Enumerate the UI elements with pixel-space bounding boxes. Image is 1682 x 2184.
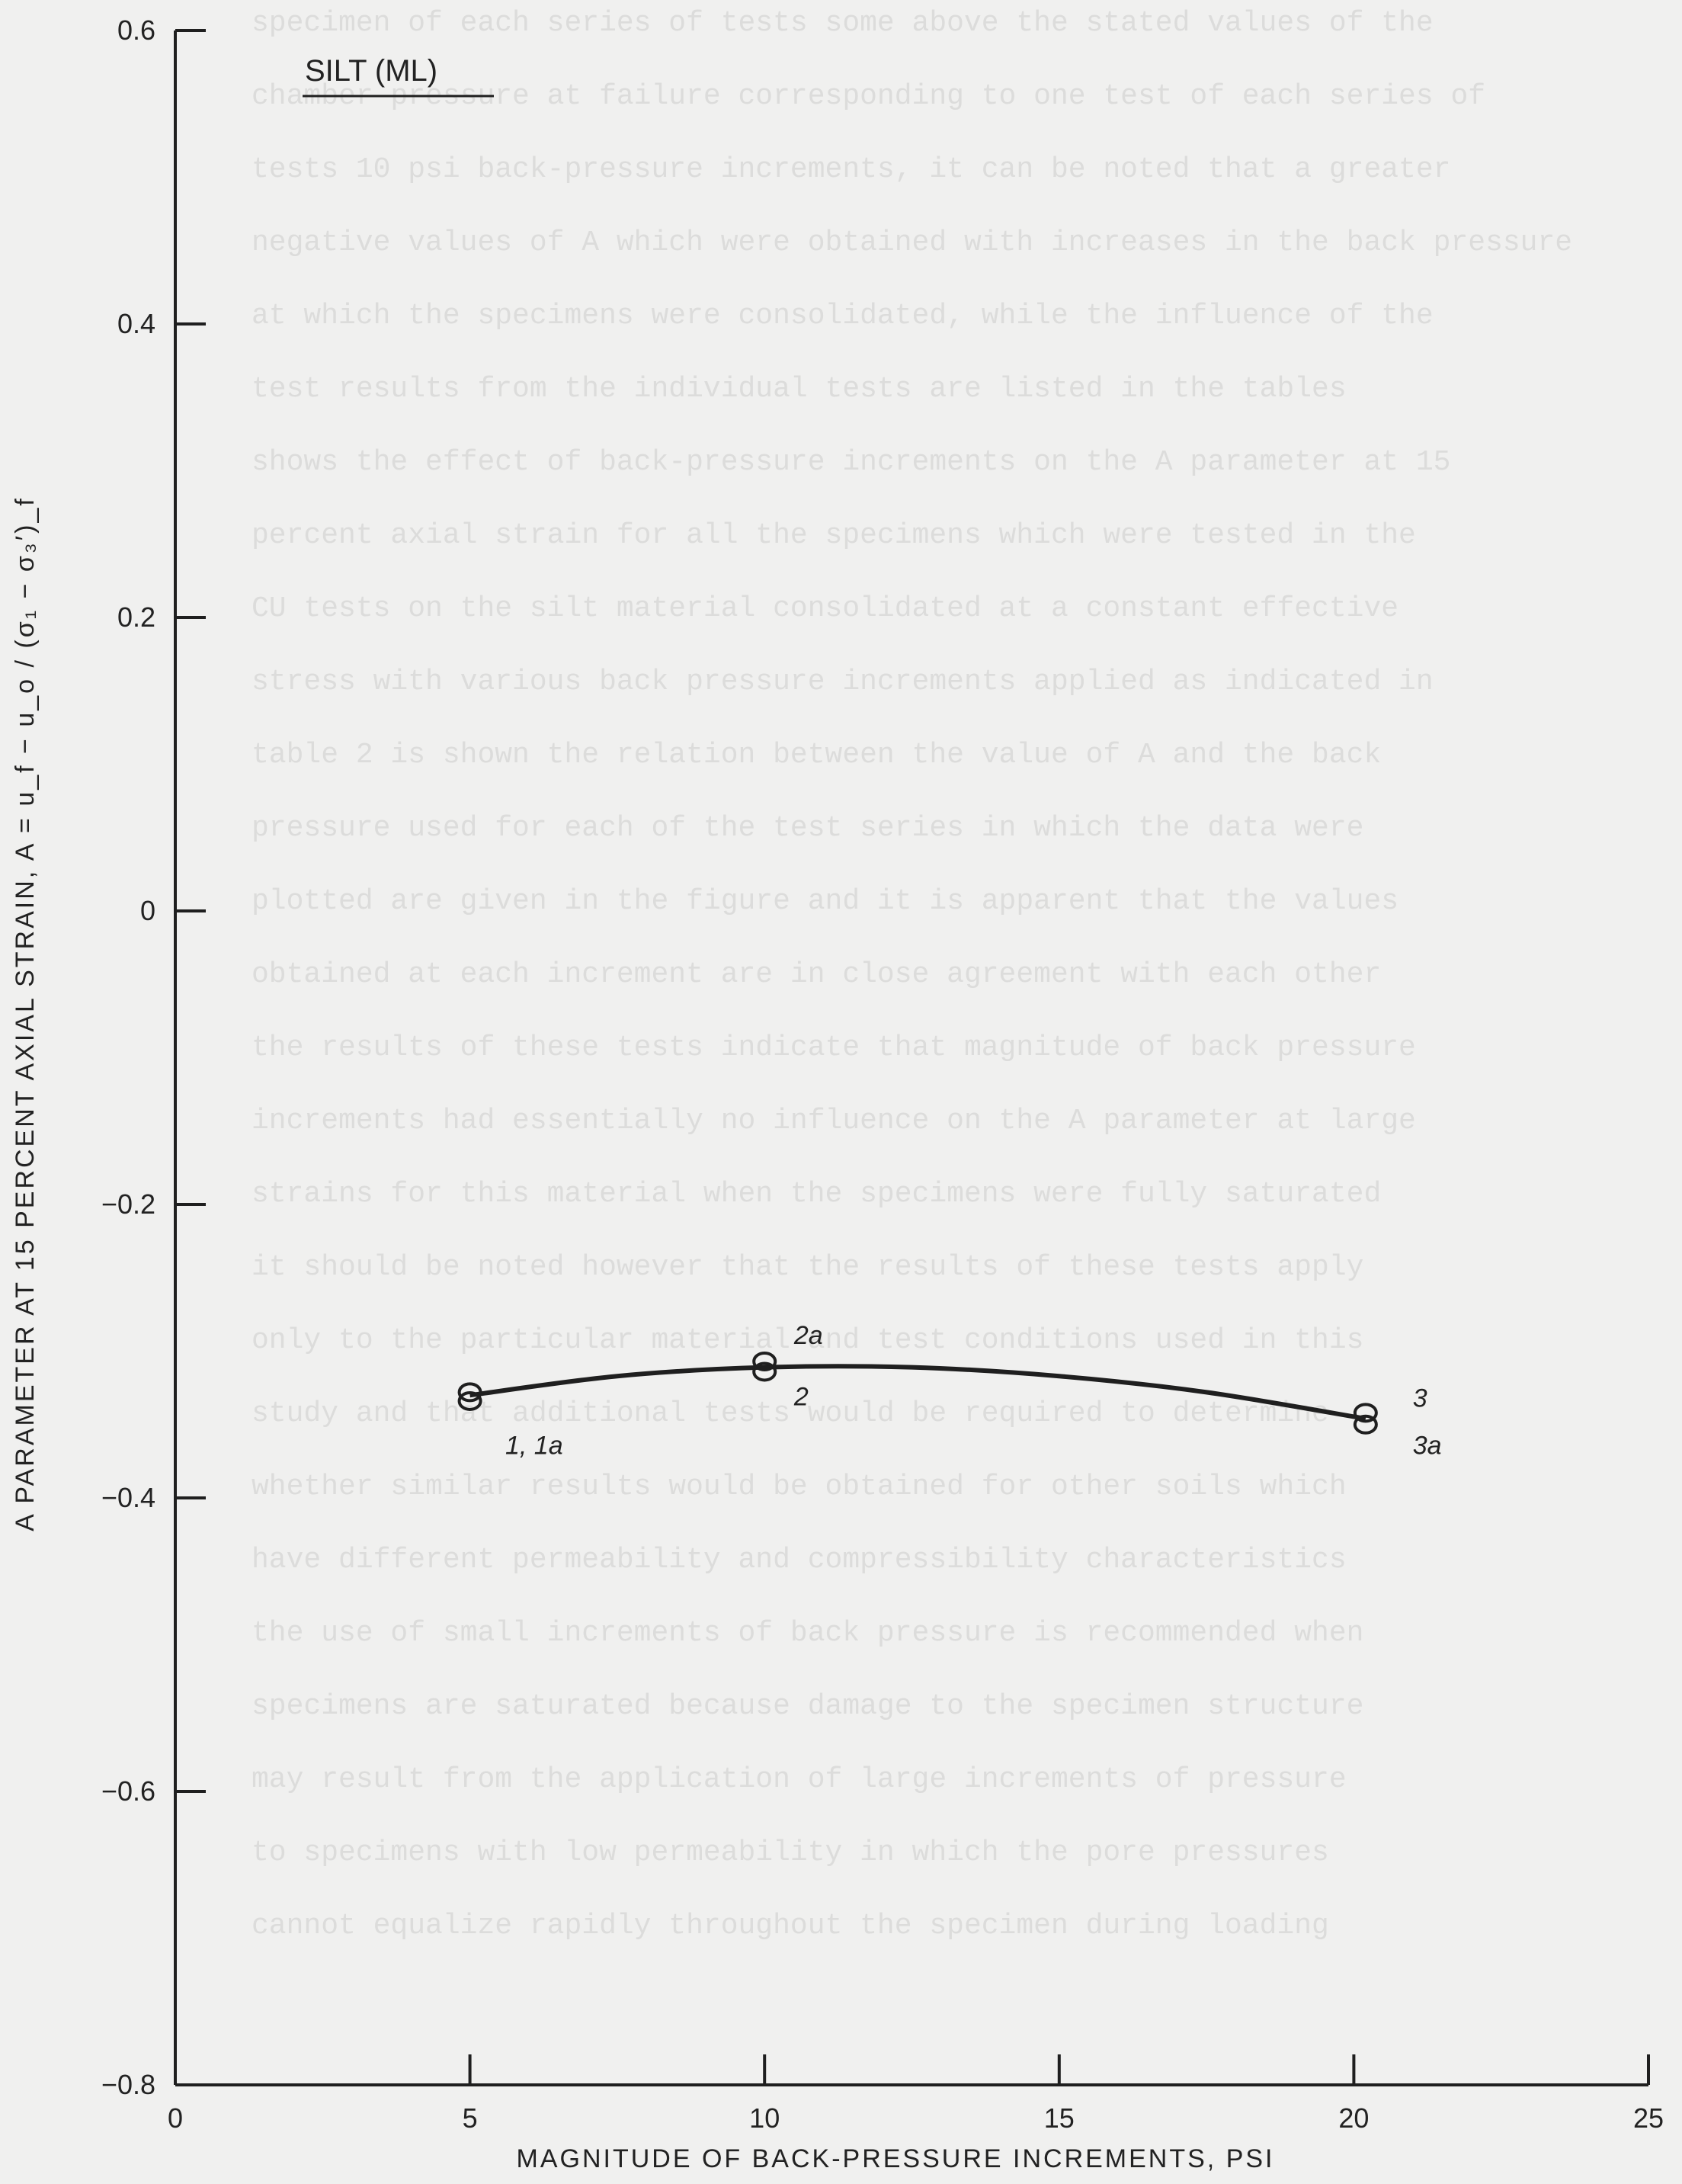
data-point: [752, 1361, 777, 1382]
point-label: 3: [1413, 1384, 1427, 1413]
ghost-text-line: it should be noted however that the resu…: [251, 1251, 1363, 1284]
x-tick-label: 20: [1338, 2102, 1369, 2134]
x-axis-title: MAGNITUDE OF BACK-PRESSURE INCREMENTS, P…: [517, 2144, 1275, 2173]
legend-title: SILT (ML): [305, 54, 437, 88]
ghost-text-line: the results of these tests indicate that…: [251, 1031, 1416, 1064]
ghost-text-line: tests 10 psi back-pressure increments, i…: [251, 153, 1450, 186]
ghost-text-line: at which the specimens were consolidated…: [251, 300, 1434, 332]
x-tick-label: 10: [749, 2102, 780, 2134]
data-point-layer: [457, 1351, 1378, 1435]
y-tick-label: 0: [140, 895, 155, 926]
y-tick-label: −0.4: [101, 1482, 155, 1513]
y-tick-label: 0.4: [117, 308, 155, 339]
plot-frame: [174, 30, 1648, 2086]
data-point: [1353, 1414, 1378, 1435]
ghost-text-line: pressure used for each of the test serie…: [251, 812, 1363, 845]
ghost-text-line: table 2 is shown the relation between th…: [251, 739, 1381, 771]
data-point: [457, 1390, 482, 1411]
ghost-text-line: only to the particular material and test…: [251, 1324, 1363, 1357]
ghost-text-line: plotted are given in the figure and it i…: [251, 885, 1398, 918]
x-tick-label: 25: [1633, 2102, 1664, 2134]
ghost-text-line: specimens are saturated because damage t…: [251, 1690, 1363, 1723]
ghost-text-line: increments had essentially no influence …: [251, 1105, 1416, 1137]
ghost-text-line: negative values of A which were obtained…: [251, 226, 1572, 259]
ghost-text-line: have different permeability and compress…: [251, 1544, 1347, 1576]
ghost-text-line: test results from the individual tests a…: [251, 373, 1347, 406]
trend-curve: [469, 1364, 1366, 1422]
legend: SILT (ML): [303, 54, 494, 98]
x-tick-layer: 0 5 10 15 20 25: [168, 2054, 1664, 2134]
ghost-text-line: percent axial strain for all the specime…: [251, 519, 1416, 552]
y-tick-label: 0.6: [117, 14, 155, 46]
ghost-text-line: obtained at each increment are in close …: [251, 958, 1381, 991]
ghost-text-line: specimen of each series of tests some ab…: [251, 7, 1434, 40]
y-tick-label: −0.2: [101, 1188, 155, 1220]
ghost-text-line: cannot equalize rapidly throughout the s…: [251, 1910, 1329, 1942]
y-tick-layer: 0.6 0.4 0.2 0 −0.2 −0.4 −0.6 −0.8: [101, 14, 206, 2100]
ghost-text-line: CU tests on the silt material consolidat…: [251, 592, 1398, 625]
point-label: 2: [793, 1383, 809, 1412]
point-label: 1, 1a: [505, 1431, 563, 1460]
ghost-text-line: the use of small increments of back pres…: [251, 1617, 1363, 1650]
ghost-text-line: study and that additional tests would be…: [251, 1397, 1329, 1430]
data-point: [457, 1382, 482, 1403]
x-tick-label: 15: [1044, 2102, 1075, 2134]
y-tick-label: −0.6: [101, 1775, 155, 1807]
data-point: [1353, 1403, 1378, 1423]
point-label-layer: 1, 1a 2a 2 3 3a: [505, 1321, 1442, 1460]
ghost-text-line: whether similar results would be obtaine…: [251, 1470, 1347, 1503]
ghost-text-line: strains for this material when the speci…: [251, 1178, 1381, 1211]
point-label: 2a: [793, 1321, 823, 1350]
ghost-text-line: shows the effect of back-pressure increm…: [251, 446, 1450, 479]
point-label: 3a: [1413, 1431, 1442, 1460]
ghost-text-line: to specimens with low permeability in wh…: [251, 1836, 1329, 1869]
x-tick-label: 0: [168, 2102, 183, 2134]
ghost-text-line: may result from the application of large…: [251, 1763, 1347, 1796]
y-tick-label: −0.8: [101, 2069, 155, 2100]
x-tick-label: 5: [463, 2102, 478, 2134]
y-tick-label: 0.2: [117, 601, 155, 633]
ghost-text-layer: specimen of each series of tests some ab…: [251, 7, 1572, 1942]
data-point: [752, 1351, 777, 1371]
ghost-text-line: stress with various back pressure increm…: [251, 665, 1434, 698]
y-axis-title: A PARAMETER AT 15 PERCENT AXIAL STRAIN, …: [11, 496, 40, 1531]
